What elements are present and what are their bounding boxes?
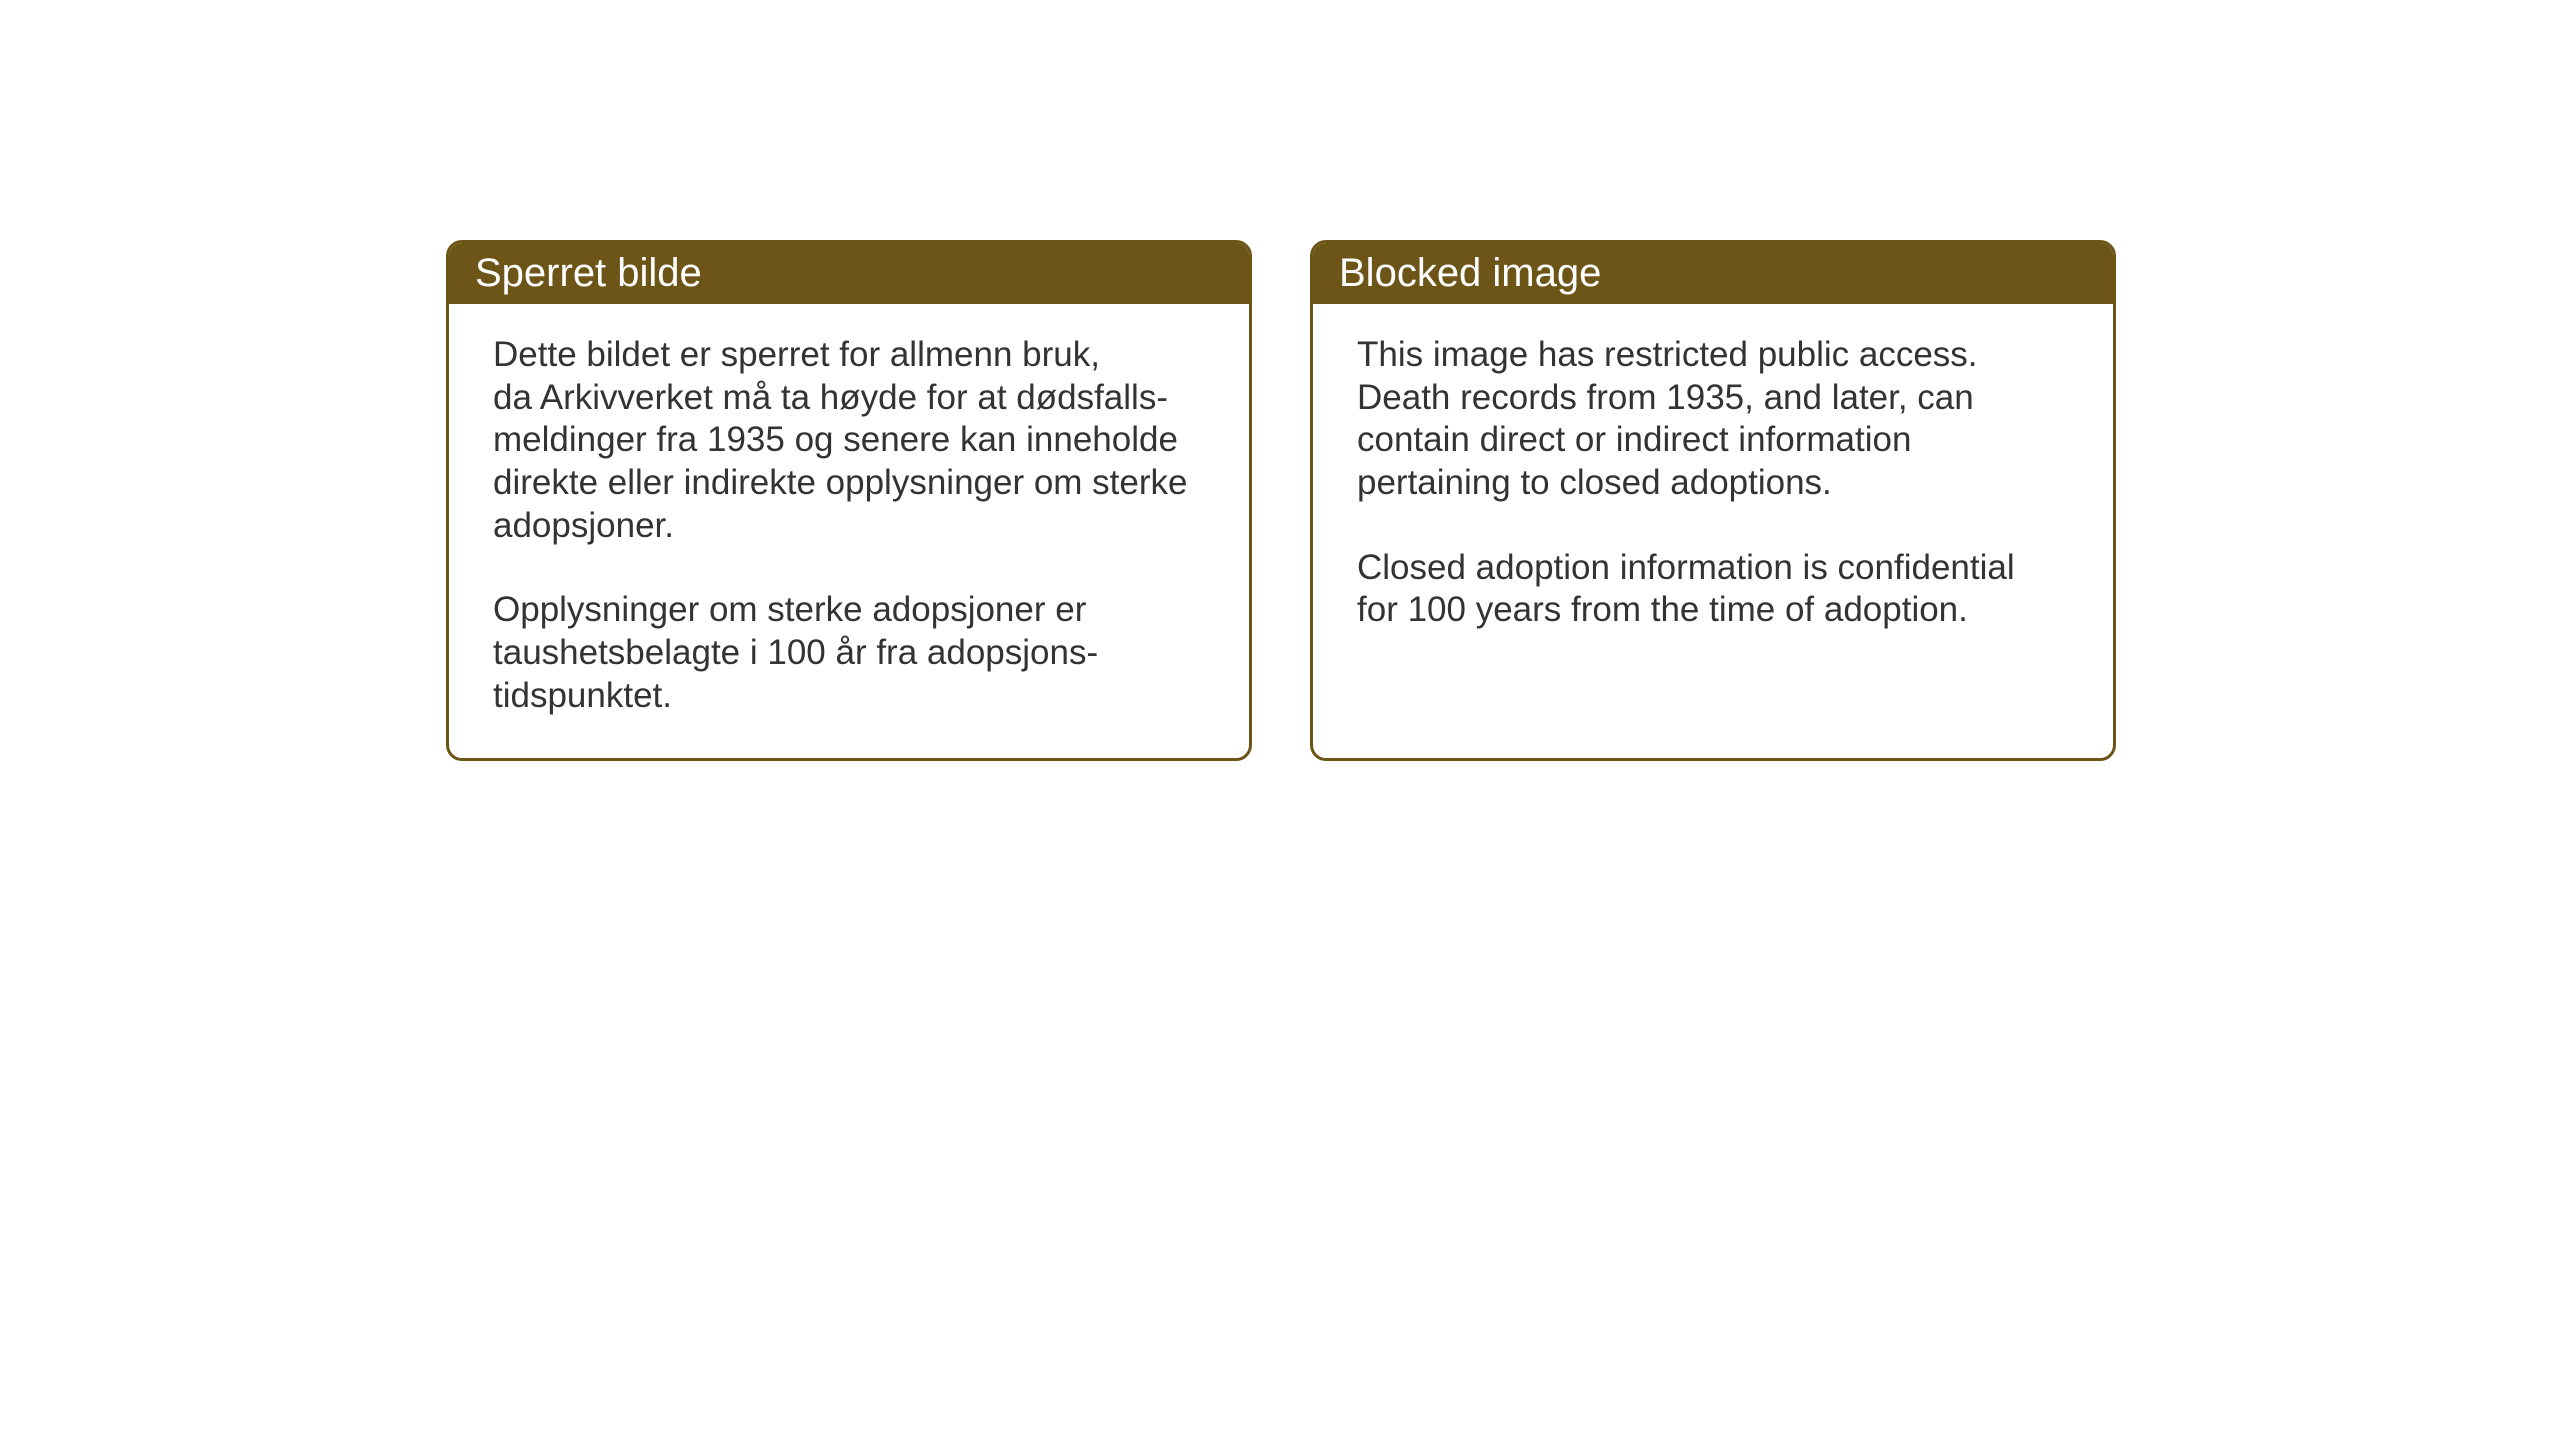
paragraph-1-english: This image has restricted public access.… <box>1357 334 2069 505</box>
card-english: Blocked image This image has restricted … <box>1310 240 2116 761</box>
card-header-norwegian: Sperret bilde <box>449 243 1249 304</box>
paragraph-2-norwegian: Opplysninger om sterke adopsjoner er tau… <box>493 589 1205 717</box>
card-title-english: Blocked image <box>1339 251 1601 295</box>
card-header-english: Blocked image <box>1313 243 2113 304</box>
card-body-norwegian: Dette bildet er sperret for allmenn bruk… <box>449 304 1249 758</box>
card-norwegian: Sperret bilde Dette bildet er sperret fo… <box>446 240 1252 761</box>
paragraph-1-norwegian: Dette bildet er sperret for allmenn bruk… <box>493 334 1205 547</box>
card-body-english: This image has restricted public access.… <box>1313 304 2113 694</box>
card-title-norwegian: Sperret bilde <box>475 251 702 295</box>
paragraph-2-english: Closed adoption information is confident… <box>1357 547 2069 632</box>
cards-container: Sperret bilde Dette bildet er sperret fo… <box>446 240 2116 761</box>
